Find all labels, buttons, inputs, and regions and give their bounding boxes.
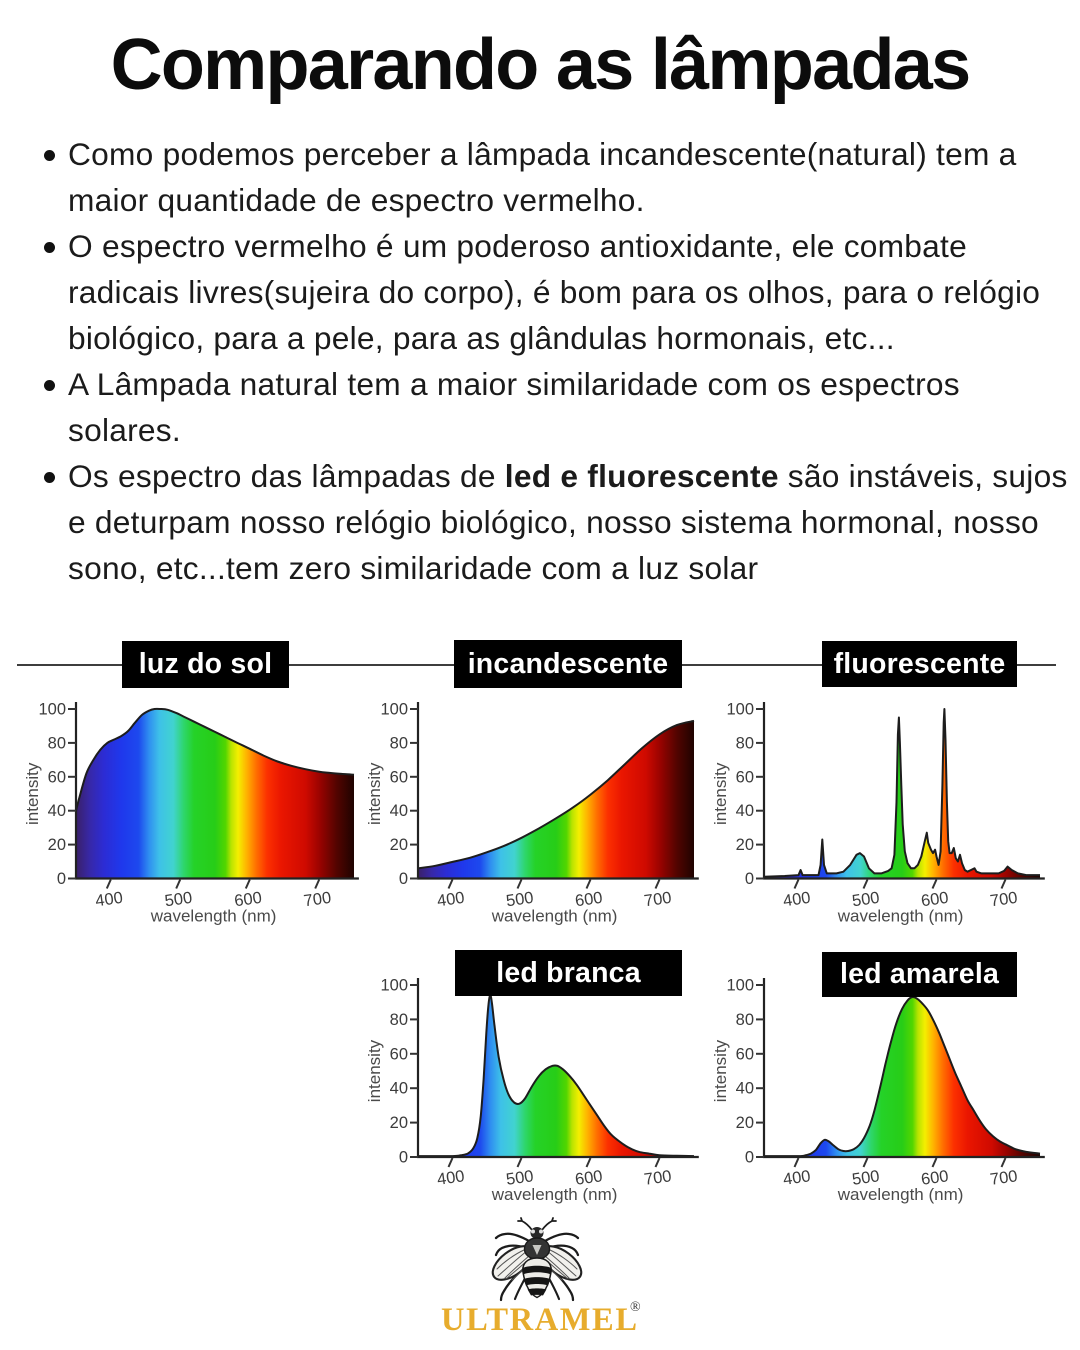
svg-text:60: 60 (736, 1045, 754, 1063)
svg-text:20: 20 (736, 836, 754, 854)
svg-text:intensity: intensity (365, 1039, 384, 1102)
svg-text:500: 500 (851, 1167, 881, 1189)
svg-text:0: 0 (399, 870, 408, 888)
svg-text:40: 40 (48, 802, 66, 820)
svg-text:ULTRAMEL: ULTRAMEL (441, 1302, 637, 1338)
svg-text:100: 100 (38, 701, 66, 719)
svg-text:®: ® (630, 1300, 641, 1315)
svg-text:100: 100 (380, 977, 408, 995)
svg-text:wavelength (nm): wavelength (nm) (837, 1185, 964, 1204)
svg-text:40: 40 (736, 802, 754, 820)
svg-text:700: 700 (989, 889, 1019, 911)
svg-text:wavelength (nm): wavelength (nm) (837, 907, 964, 926)
svg-text:0: 0 (57, 870, 66, 888)
svg-text:60: 60 (390, 768, 408, 786)
svg-text:500: 500 (164, 889, 194, 911)
svg-text:700: 700 (989, 1167, 1019, 1189)
svg-text:600: 600 (574, 889, 604, 911)
svg-text:400: 400 (436, 889, 466, 911)
svg-text:0: 0 (745, 870, 754, 888)
svg-text:0: 0 (399, 1149, 408, 1167)
svg-text:80: 80 (736, 1011, 754, 1029)
svg-text:20: 20 (390, 836, 408, 854)
svg-text:60: 60 (390, 1045, 408, 1063)
svg-text:400: 400 (94, 889, 124, 911)
svg-text:20: 20 (736, 1114, 754, 1132)
svg-text:80: 80 (390, 734, 408, 752)
svg-text:600: 600 (233, 889, 263, 911)
svg-text:80: 80 (48, 734, 66, 752)
svg-text:wavelength (nm): wavelength (nm) (491, 1185, 618, 1204)
svg-text:500: 500 (851, 889, 881, 911)
svg-text:500: 500 (505, 889, 535, 911)
svg-text:500: 500 (505, 1167, 535, 1189)
svg-text:700: 700 (303, 889, 333, 911)
svg-text:100: 100 (380, 701, 408, 719)
svg-text:100: 100 (726, 977, 754, 995)
svg-text:100: 100 (726, 701, 754, 719)
svg-text:wavelength (nm): wavelength (nm) (491, 907, 618, 926)
svg-text:intensity: intensity (711, 1039, 730, 1102)
svg-text:400: 400 (782, 889, 812, 911)
svg-text:0: 0 (745, 1149, 754, 1167)
svg-text:60: 60 (736, 768, 754, 786)
svg-text:intensity: intensity (23, 762, 42, 825)
svg-text:40: 40 (736, 1080, 754, 1098)
svg-text:20: 20 (48, 836, 66, 854)
svg-text:80: 80 (390, 1011, 408, 1029)
svg-text:600: 600 (920, 889, 950, 911)
svg-text:600: 600 (574, 1167, 604, 1189)
svg-text:40: 40 (390, 802, 408, 820)
svg-text:400: 400 (436, 1167, 466, 1189)
svg-text:400: 400 (782, 1167, 812, 1189)
svg-text:60: 60 (48, 768, 66, 786)
svg-text:wavelength (nm): wavelength (nm) (150, 907, 277, 926)
svg-text:intensity: intensity (711, 762, 730, 825)
svg-text:80: 80 (736, 734, 754, 752)
svg-text:20: 20 (390, 1114, 408, 1132)
svg-text:600: 600 (920, 1167, 950, 1189)
svg-text:700: 700 (643, 889, 673, 911)
svg-text:700: 700 (643, 1167, 673, 1189)
svg-text:intensity: intensity (365, 762, 384, 825)
svg-text:40: 40 (390, 1080, 408, 1098)
